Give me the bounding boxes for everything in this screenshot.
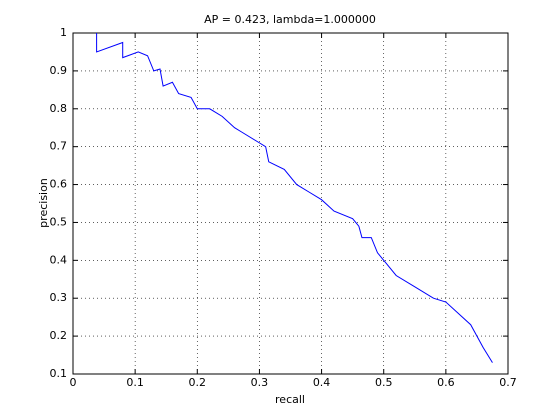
y-tick-label: 0.7 <box>50 140 68 153</box>
y-tick-label: 0.6 <box>50 178 68 191</box>
y-tick-label: 0.2 <box>50 329 68 342</box>
y-tick-label: 0.9 <box>50 64 68 77</box>
x-tick-label: 0.5 <box>375 376 393 389</box>
y-tick-label: 0.3 <box>50 291 68 304</box>
pr-curve <box>96 33 493 363</box>
x-tick-label: 0.6 <box>437 376 455 389</box>
y-axis-label: precision <box>37 178 50 228</box>
x-tick-label: 0.7 <box>499 376 517 389</box>
x-tick-label: 0 <box>70 376 77 389</box>
x-tick-label: 0.1 <box>126 376 144 389</box>
y-tick-label: 1 <box>60 26 67 39</box>
plot-frame <box>72 32 509 375</box>
y-tick-label: 0.5 <box>50 215 68 228</box>
x-tick-label: 0.3 <box>251 376 269 389</box>
y-tick-label: 0.8 <box>50 102 68 115</box>
y-tick-label: 0.1 <box>50 367 68 380</box>
x-tick-label: 0.2 <box>189 376 207 389</box>
y-tick-label: 0.4 <box>50 253 68 266</box>
chart-title: AP = 0.423, lambda=1.000000 <box>204 13 376 26</box>
x-axis-label: recall <box>275 393 305 406</box>
x-tick-label: 0.4 <box>313 376 331 389</box>
